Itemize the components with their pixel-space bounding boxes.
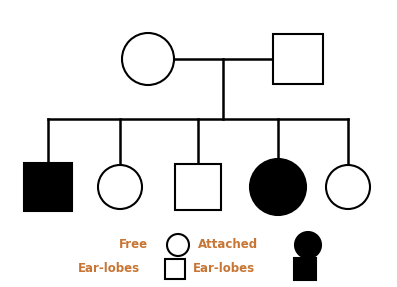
- Circle shape: [295, 232, 321, 258]
- Circle shape: [167, 234, 189, 256]
- Circle shape: [250, 159, 306, 215]
- Text: Ear-lobes: Ear-lobes: [78, 263, 140, 276]
- Circle shape: [98, 165, 142, 209]
- Bar: [175, 164, 221, 210]
- Bar: [273, 34, 323, 84]
- Bar: [165, 259, 185, 279]
- Text: Free: Free: [119, 238, 148, 251]
- Bar: [294, 258, 316, 280]
- Bar: [24, 163, 72, 211]
- Text: Ear-lobes: Ear-lobes: [193, 263, 255, 276]
- Circle shape: [122, 33, 174, 85]
- Text: Attached: Attached: [198, 238, 258, 251]
- Circle shape: [326, 165, 370, 209]
